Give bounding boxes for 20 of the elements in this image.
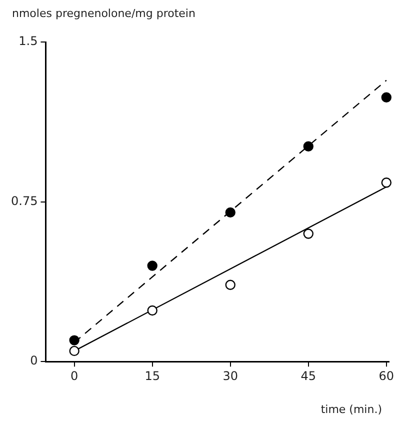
x-tick-label: 30 bbox=[222, 368, 238, 383]
x-axis-title: time (min.) bbox=[320, 402, 382, 416]
y-tick-label: 0.75 bbox=[11, 194, 38, 208]
point bbox=[225, 207, 236, 218]
point bbox=[225, 280, 236, 290]
point bbox=[147, 260, 158, 271]
x-tick-label: 0 bbox=[70, 368, 78, 383]
x-tick-label: 60 bbox=[378, 368, 394, 383]
x-tick-label: 45 bbox=[300, 368, 316, 383]
y-axis-title: nmoles pregnenolone/mg protein bbox=[12, 6, 196, 20]
point bbox=[303, 228, 314, 239]
point bbox=[69, 335, 80, 346]
point bbox=[381, 178, 392, 188]
point bbox=[69, 346, 80, 356]
point bbox=[381, 92, 392, 102]
point bbox=[147, 305, 158, 316]
y-tick-label: 1.5 bbox=[18, 34, 38, 48]
x-tick-label: 15 bbox=[144, 368, 160, 383]
point bbox=[303, 141, 314, 152]
y-tick-label: 0 bbox=[30, 354, 38, 368]
